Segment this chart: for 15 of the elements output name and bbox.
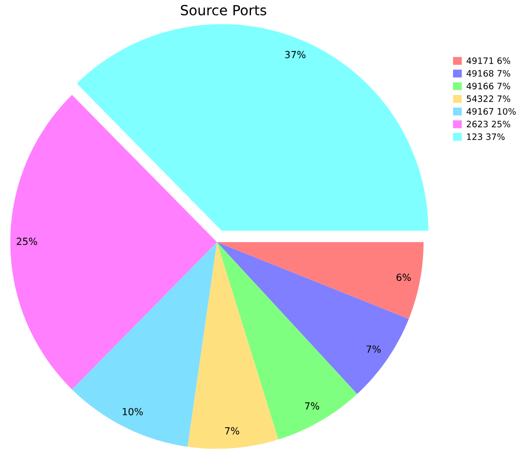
data-label: 7%	[366, 345, 381, 353]
data-label: 7%	[305, 402, 320, 410]
legend-label: 123 37%	[467, 133, 505, 140]
data-label: 7%	[225, 427, 240, 434]
data-label: 37%	[285, 50, 306, 58]
data-label: 10%	[122, 408, 143, 416]
legend-label: 49168 7%	[466, 70, 510, 77]
legend-label: 49167 10%	[466, 108, 516, 115]
chart-title: Source Ports	[180, 4, 266, 16]
data-label: 6%	[396, 274, 411, 281]
legend-label: 54322 7%	[466, 95, 510, 102]
legend-label: 2623 25%	[466, 120, 510, 128]
data-label: 25%	[16, 238, 38, 246]
legend-label: 49171 6%	[466, 57, 510, 64]
legend-label: 49166 7%	[466, 82, 510, 90]
